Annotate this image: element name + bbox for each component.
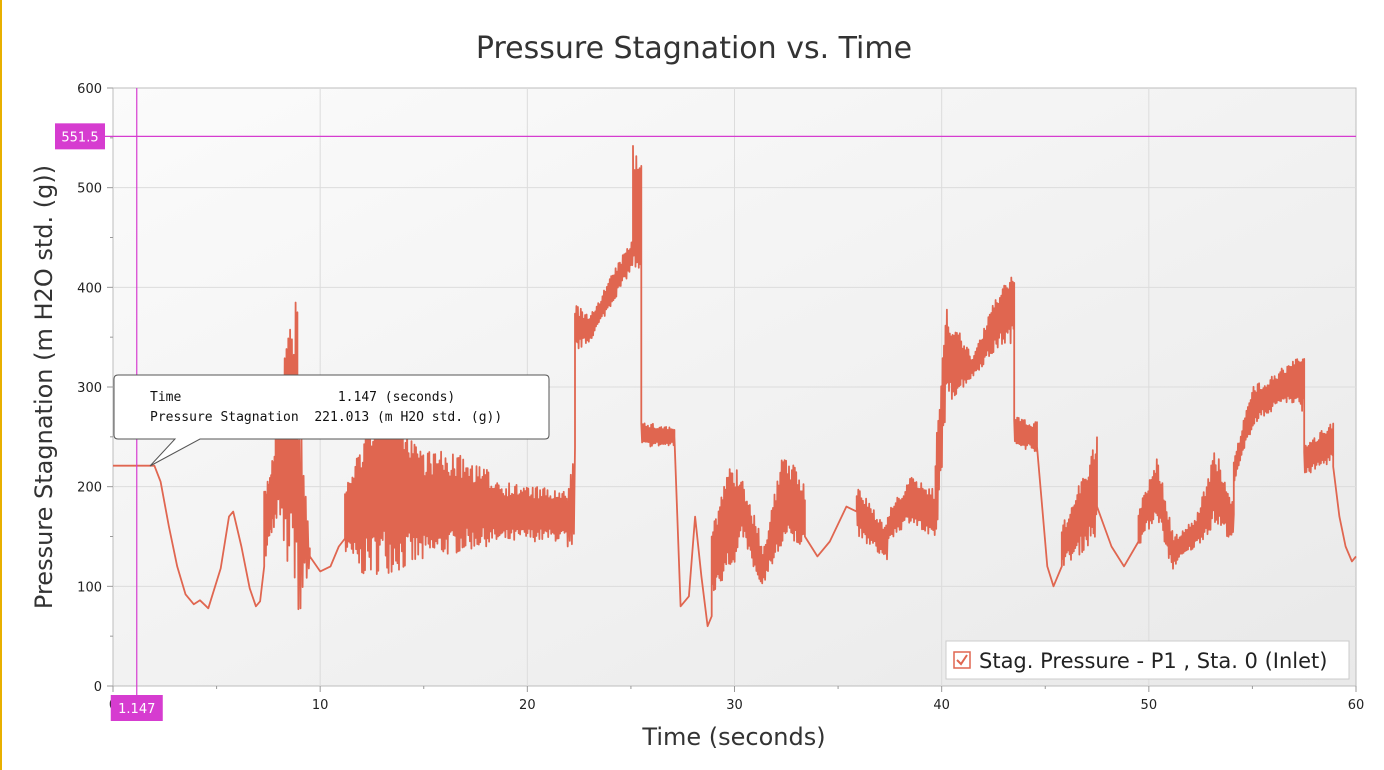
crosshair-x-badge [110,695,163,721]
x-tick-label: 30 [726,698,743,713]
legend-checkbox[interactable] [953,651,971,669]
chart-title: Pressure Stagnation vs. Time [476,31,912,66]
legend-label: Stag. Pressure - P1 , Sta. 0 (Inlet) [979,649,1327,673]
tooltip: Time 1.147 (seconds) Pressure Stagnation… [113,374,550,467]
series-layer [113,145,1357,628]
crosshair-x-label: 1.147 [118,702,155,717]
x-axis-title: Time (seconds) [641,723,825,751]
y-axis-title: Pressure Stagnation (m H2O std. (g)) [30,165,58,609]
y-tick-label: 0 [94,680,102,695]
y-tick-label: 500 [77,182,102,197]
tooltip-time: Time 1.147 (seconds) [150,390,455,405]
y-tick-label: 400 [77,281,102,296]
axis-ticks: 01020304050600100200300400500600 [77,82,1364,713]
crosshair[interactable]: 551.5 1.147 [55,88,1356,721]
legend[interactable]: Stag. Pressure - P1 , Sta. 0 (Inlet) [945,640,1350,680]
x-tick-label: 20 [519,698,536,713]
tooltip-pressure: Pressure Stagnation 221.013 (m H2O std. … [150,410,502,425]
y-tick-label: 100 [77,580,102,595]
y-tick-label: 600 [77,82,102,97]
series-line [113,145,1357,628]
x-tick-label: 50 [1141,698,1158,713]
y-tick-label: 300 [77,381,102,396]
legend-box [945,640,1350,680]
window-edge [0,0,2,770]
tooltip-box [113,374,550,467]
crosshair-y-label: 551.5 [61,130,98,145]
check-icon [956,654,968,666]
crosshair-y-badge [55,123,105,150]
x-tick-label: 10 [312,698,329,713]
y-tick-label: 200 [77,481,102,496]
x-tick-label: 60 [1348,698,1365,713]
x-tick-label: 40 [933,698,950,713]
